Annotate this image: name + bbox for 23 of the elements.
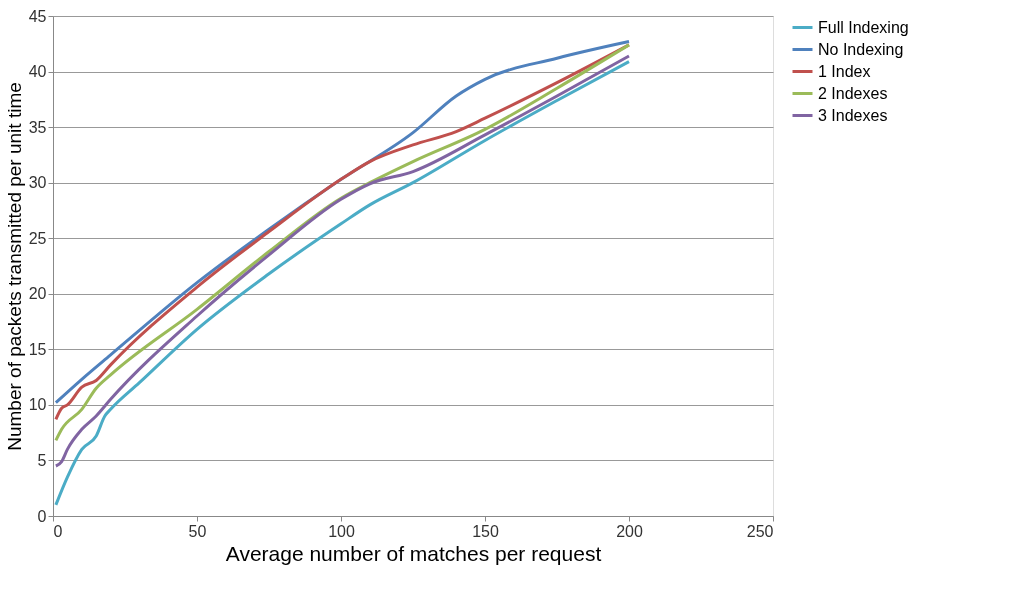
legend-label: Full Indexing	[818, 18, 909, 36]
x-axis-title: Average number of matches per request	[225, 541, 602, 565]
x-tick-label: 50	[188, 522, 207, 540]
y-tick-label: 10	[28, 396, 47, 414]
y-tick-label: 0	[37, 507, 47, 525]
legend-label: 2 Indexes	[818, 84, 888, 102]
legend-label: 3 Indexes	[818, 106, 888, 124]
y-axis-title: Number of packets transmitted per unit time	[3, 82, 25, 451]
x-tick-label: 150	[472, 522, 499, 540]
y-tick-label: 15	[28, 340, 47, 358]
x-tick-label: 250	[746, 522, 774, 540]
y-tick-label: 25	[28, 229, 47, 247]
y-tick-label: 40	[28, 63, 47, 81]
x-tick-label: 100	[328, 522, 355, 540]
y-tick-label: 35	[28, 118, 47, 136]
y-tick-label: 20	[28, 285, 47, 303]
y-tick-label: 30	[28, 174, 47, 192]
y-tick-label: 45	[28, 7, 47, 25]
legend-label: No Indexing	[818, 40, 904, 58]
x-tick-label: 0	[53, 522, 63, 540]
x-tick-label: 200	[616, 522, 643, 540]
y-tick-label: 5	[37, 451, 47, 469]
legend-label: 1 Index	[818, 62, 871, 80]
